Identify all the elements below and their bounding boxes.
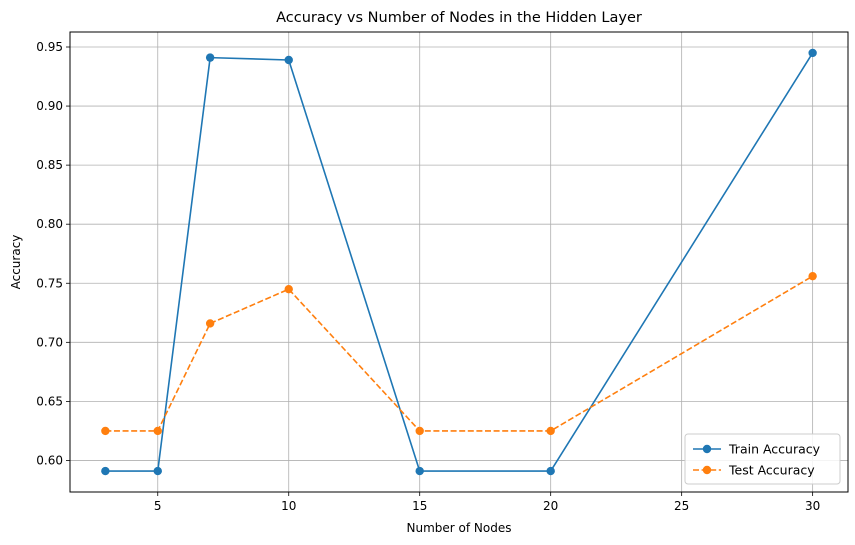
series-layer — [101, 48, 817, 476]
legend-label: Train Accuracy — [728, 442, 821, 457]
data-point — [415, 426, 424, 436]
data-point — [284, 55, 293, 65]
data-point — [205, 53, 215, 62]
data-point — [546, 466, 555, 476]
data-point — [153, 426, 162, 436]
x-tick-label: 25 — [674, 499, 689, 513]
chart-title: Accuracy vs Number of Nodes in the Hidde… — [276, 10, 642, 26]
plot-frame — [69, 31, 849, 493]
y-tick-label: 0.65 — [36, 394, 63, 408]
data-point — [153, 466, 162, 476]
x-tick-label: 30 — [805, 499, 820, 513]
data-point — [808, 48, 817, 58]
data-point — [284, 284, 293, 294]
y-tick-label: 0.70 — [36, 335, 63, 349]
y-tick-label: 0.75 — [36, 276, 63, 290]
y-tick-label: 0.60 — [36, 453, 63, 467]
y-tick-label: 0.95 — [36, 40, 63, 54]
x-tick-label: 15 — [412, 499, 427, 513]
legend-box — [684, 433, 841, 485]
series-test-accuracy — [101, 271, 817, 436]
data-point — [808, 271, 817, 281]
data-point — [101, 466, 110, 476]
grid — [70, 32, 848, 492]
x-axis-label: Number of Nodes — [407, 521, 512, 535]
y-tick-label: 0.85 — [36, 158, 63, 172]
data-point — [101, 426, 110, 436]
y-axis-label: Accuracy — [9, 235, 23, 290]
legend: Train Accuracy Test Accuracy — [684, 433, 841, 485]
legend-marker — [702, 465, 712, 475]
y-tick-label: 0.80 — [36, 217, 63, 231]
ticks: 5 10 15 20 25 30 0.60 0.65 0.70 0.75 0.80 0.85 0.90 0… — [36, 40, 820, 513]
x-tick-label: 10 — [281, 499, 296, 513]
data-point — [415, 466, 424, 476]
x-tick-label: 5 — [154, 499, 162, 513]
series-train-accuracy — [101, 48, 817, 476]
x-tick-label: 20 — [543, 499, 558, 513]
data-point — [205, 319, 215, 328]
legend-marker — [702, 444, 712, 454]
y-tick-label: 0.90 — [36, 99, 63, 113]
data-point — [546, 426, 555, 436]
legend-label: Test Accuracy — [728, 463, 815, 478]
